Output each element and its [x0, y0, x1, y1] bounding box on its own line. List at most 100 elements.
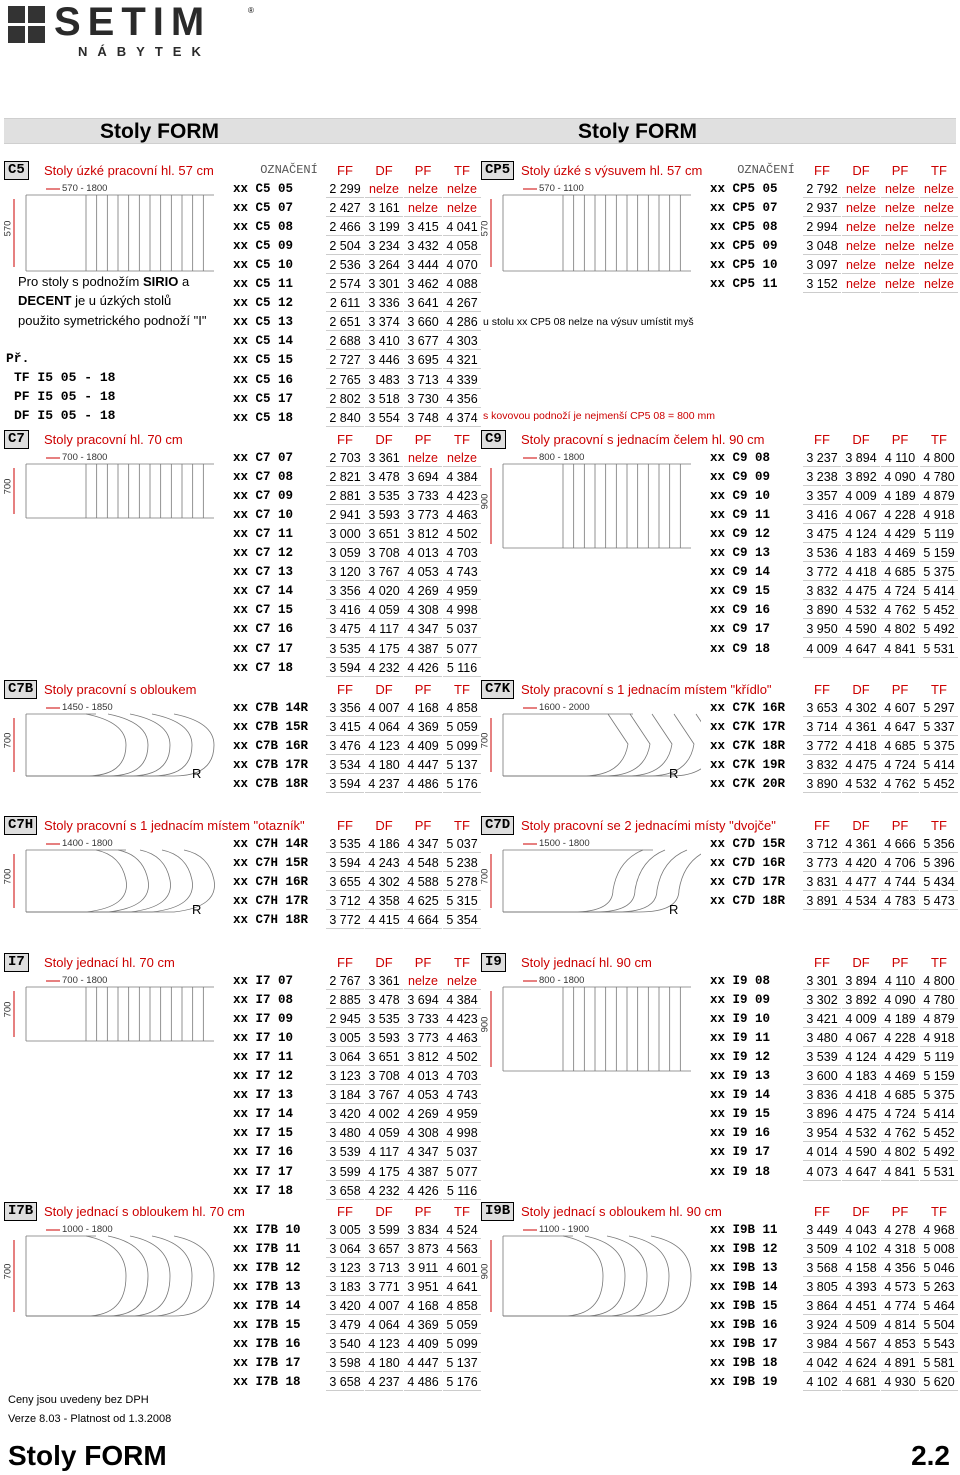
- price-tf: 5 492: [920, 620, 958, 639]
- table-row: xx C7 16 3 475 4 117 4 347 5 037: [4, 620, 481, 639]
- row-code: xx C9 09: [710, 470, 771, 485]
- price-tf: 5 543: [920, 1335, 958, 1354]
- c5-note-line1: Pro stoly s podnožím SIRIO a: [18, 274, 190, 289]
- row-code: xx C9 18: [710, 641, 771, 656]
- table-row: xx I7B 10 3 005 3 599 3 834 4 524: [4, 1221, 481, 1240]
- price-tf: 5 046: [920, 1259, 958, 1278]
- header-ff: FF: [337, 818, 353, 833]
- price-tf: 4 703: [443, 544, 481, 563]
- price-df: 3 657: [365, 1240, 403, 1259]
- table-row: xx C5 11 2 574 3 301 3 462 4 088: [4, 275, 481, 294]
- table-row: xx I9 12 3 539 4 124 4 429 5 119: [481, 1048, 958, 1067]
- price-pf: 4 685: [881, 1086, 919, 1105]
- price-pf: 4 783: [881, 892, 919, 911]
- price-tf: 4 563: [443, 1240, 481, 1259]
- row-code: xx I7B 17: [233, 1356, 301, 1371]
- table-row: xx I9 11 3 480 4 067 4 228 4 918: [481, 1029, 958, 1048]
- footer-prices-note: Ceny jsou uvedeny bez DPH: [8, 1394, 149, 1406]
- price-pf: nelze: [881, 180, 919, 198]
- price-ff: 3 950: [803, 620, 841, 639]
- table-row: xx I7 16 3 539 4 117 4 347 5 037: [4, 1143, 481, 1162]
- price-ff: 3 539: [803, 1048, 841, 1067]
- row-code: xx I7 15: [233, 1126, 294, 1141]
- price-ff: 4 073: [803, 1163, 841, 1181]
- table-drawing: 800 - 1800 900: [479, 975, 701, 1075]
- price-df: 3 410: [365, 332, 403, 351]
- price-df: 4 059: [365, 601, 403, 620]
- price-pf: 3 748: [404, 409, 442, 427]
- price-tf: 5 452: [920, 775, 958, 794]
- table-row: xx C5 05 2 299 nelze nelze nelze: [4, 180, 481, 199]
- price-df: 4 532: [842, 775, 880, 794]
- price-df: 4 117: [365, 620, 403, 639]
- row-code: xx C5 17: [233, 391, 294, 406]
- row-code: xx I7 13: [233, 1088, 294, 1103]
- band-title-left: Stoly FORM: [100, 120, 219, 143]
- dimension-width: 1500 - 1800: [537, 838, 592, 849]
- price-df: 4 102: [842, 1240, 880, 1259]
- price-ff: 3 357: [803, 487, 841, 506]
- table-row: xx C7H 15R 3 594 4 243 4 548 5 238: [4, 854, 481, 873]
- row-code: xx C5 14: [233, 334, 294, 349]
- price-pf: 3 462: [404, 275, 442, 294]
- table-drawing: 1100 - 1900 900: [479, 1224, 701, 1320]
- header-pf: PF: [891, 432, 909, 447]
- price-df: 4 237: [365, 1373, 403, 1392]
- price-ff: 3 509: [803, 1240, 841, 1259]
- price-tf: 4 800: [920, 449, 958, 467]
- row-code: xx I9 16: [710, 1126, 771, 1141]
- dimension-width: 800 - 1800: [537, 452, 587, 463]
- price-pf: 4 724: [881, 756, 919, 775]
- price-tf: 5 414: [920, 582, 958, 601]
- price-df: 4 064: [365, 1316, 403, 1335]
- price-ff: 3 890: [803, 601, 841, 620]
- section-code: C9: [481, 430, 506, 449]
- price-ff: 2 792: [803, 180, 841, 198]
- section-title: Stoly pracovní hl. 70 cm: [44, 432, 183, 447]
- price-ff: 3 653: [803, 699, 841, 717]
- price-df: 4 043: [842, 1221, 880, 1239]
- price-df: 4 475: [842, 1105, 880, 1124]
- price-tf: 5 375: [920, 563, 958, 582]
- price-df: 3 361: [365, 972, 403, 990]
- table-row: xx I7 09 2 945 3 535 3 733 4 423: [4, 1010, 481, 1029]
- price-pf: nelze: [881, 199, 919, 218]
- price-tf: 5 159: [920, 1067, 958, 1086]
- price-ff: 3 831: [803, 873, 841, 892]
- price-pf: 4 409: [404, 1335, 442, 1354]
- price-tf: 5 504: [920, 1316, 958, 1335]
- price-df: 4 067: [842, 506, 880, 525]
- price-ff: 3 536: [803, 544, 841, 563]
- row-code: xx C7 14: [233, 584, 294, 599]
- price-ff: 3 000: [326, 525, 364, 544]
- header-df: DF: [852, 818, 870, 833]
- price-ff: 3 479: [326, 1316, 364, 1335]
- table-row: xx I7 14 3 420 4 002 4 269 4 959: [4, 1105, 481, 1124]
- price-df: 3 535: [365, 487, 403, 506]
- band-title-right: Stoly FORM: [578, 120, 697, 143]
- price-tf: 4 998: [443, 1124, 481, 1143]
- header-tf: TF: [454, 818, 470, 833]
- row-code: xx I9B 12: [710, 1242, 778, 1257]
- price-df: 4 451: [842, 1297, 880, 1316]
- price-ff: 2 611: [326, 294, 364, 313]
- price-ff: 2 688: [326, 332, 364, 351]
- price-pf: 4 429: [881, 525, 919, 544]
- price-df: 4 186: [365, 835, 403, 853]
- table-drawing: 1000 - 1800 700: [2, 1224, 224, 1320]
- header-df: DF: [375, 682, 393, 697]
- row-code: xx C9 10: [710, 489, 771, 504]
- row-code: xx I9B 17: [710, 1337, 778, 1352]
- price-pf: 3 730: [404, 390, 442, 408]
- price-df: 4 232: [365, 659, 403, 677]
- price-ff: 3 594: [326, 775, 364, 794]
- price-df: 3 264: [365, 256, 403, 275]
- price-pf: 3 812: [404, 1048, 442, 1067]
- table-row: xx C5 09 2 504 3 234 3 432 4 058: [4, 237, 481, 256]
- table-row: xx I7B 11 3 064 3 657 3 873 4 563: [4, 1240, 481, 1259]
- price-tf: nelze: [920, 180, 958, 198]
- table-drawing: 570 - 1100 570: [479, 183, 701, 275]
- price-pf: 4 426: [404, 659, 442, 677]
- price-ff: 3 540: [326, 1335, 364, 1354]
- header-tf: TF: [454, 1204, 470, 1219]
